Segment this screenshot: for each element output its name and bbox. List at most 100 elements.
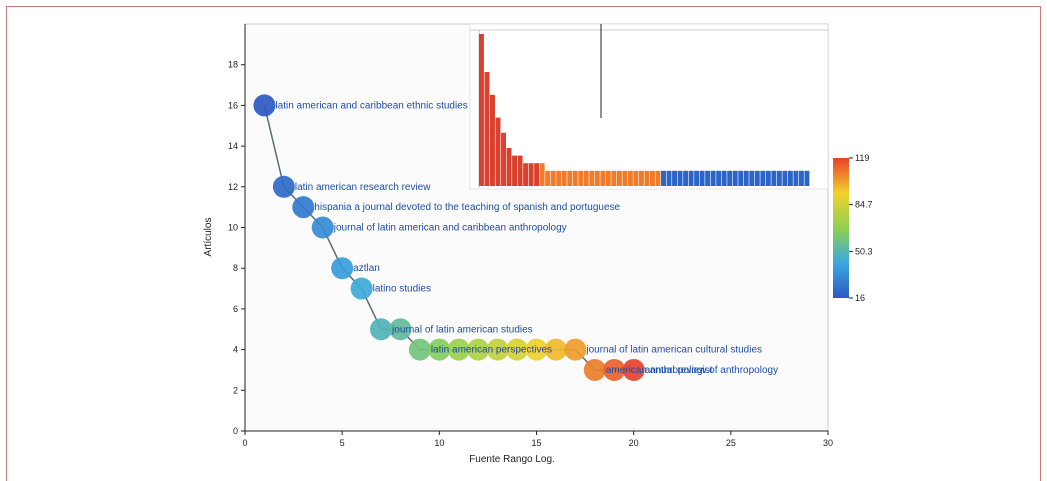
x-tick-label: 20 bbox=[629, 438, 639, 448]
inset-bar bbox=[501, 132, 506, 186]
data-point bbox=[564, 338, 587, 361]
x-tick-label: 15 bbox=[531, 438, 541, 448]
inset-bar bbox=[589, 170, 595, 186]
inset-bar bbox=[528, 163, 534, 186]
inset-bar bbox=[705, 170, 711, 186]
colorbar-label: 119 bbox=[855, 153, 869, 163]
inset-bar bbox=[627, 170, 633, 186]
inset-bar bbox=[594, 170, 600, 186]
colorbar-label: 84.7 bbox=[855, 200, 873, 210]
inset-bar bbox=[523, 163, 529, 186]
data-point bbox=[583, 358, 606, 381]
inset-bar bbox=[484, 72, 490, 186]
colorbar-label: 16 bbox=[855, 293, 865, 303]
point-label: aztlan bbox=[353, 263, 380, 274]
y-tick-label: 12 bbox=[228, 182, 238, 192]
inset-bar bbox=[622, 170, 628, 186]
y-tick-label: 10 bbox=[228, 223, 238, 233]
data-point bbox=[622, 358, 645, 381]
inset-bar bbox=[556, 170, 562, 186]
inset-bar bbox=[743, 170, 749, 186]
point-label: hispania a journal devoted to the teachi… bbox=[314, 202, 620, 213]
inset-bar bbox=[798, 170, 804, 186]
point-label: latino studies bbox=[373, 284, 431, 295]
data-point bbox=[447, 338, 470, 361]
point-label: journal of latin american cultural studi… bbox=[585, 345, 762, 356]
y-tick-label: 8 bbox=[233, 263, 238, 273]
data-point bbox=[486, 338, 509, 361]
inset-bar bbox=[550, 170, 556, 186]
inset-bar bbox=[732, 170, 738, 186]
inset-bar bbox=[688, 170, 694, 186]
inset-bar bbox=[727, 170, 733, 186]
inset-bar bbox=[754, 170, 760, 186]
inset-bar bbox=[661, 170, 666, 186]
inset-area bbox=[469, 23, 829, 190]
data-point bbox=[370, 318, 393, 341]
inset-bar bbox=[782, 170, 788, 186]
inset-bar bbox=[578, 170, 584, 186]
point-label: american anthropologist bbox=[606, 365, 713, 376]
data-point bbox=[311, 216, 334, 239]
inset-bar bbox=[479, 34, 484, 186]
inset-bar bbox=[749, 170, 755, 186]
point-label: annual review of anthropology bbox=[645, 365, 778, 376]
inset-bar bbox=[583, 170, 589, 186]
data-point bbox=[408, 338, 431, 361]
colorbar bbox=[833, 158, 849, 298]
inset-chart bbox=[469, 23, 829, 190]
inset-bar bbox=[611, 170, 617, 186]
data-point bbox=[603, 358, 626, 381]
inset-bar bbox=[672, 170, 677, 186]
inset-bar bbox=[776, 170, 782, 186]
inset-bar bbox=[650, 170, 655, 186]
point-label: journal of latin american studies bbox=[391, 324, 533, 335]
inset-bar bbox=[716, 170, 722, 186]
data-point bbox=[331, 257, 354, 280]
y-tick-label: 16 bbox=[228, 100, 238, 110]
inset-bar bbox=[539, 163, 545, 186]
data-point bbox=[253, 94, 276, 117]
data-point bbox=[467, 338, 490, 361]
data-point bbox=[272, 175, 295, 198]
inset-bar bbox=[694, 170, 700, 186]
inset-bar bbox=[490, 94, 495, 186]
data-point bbox=[292, 196, 315, 219]
inset-bar bbox=[517, 155, 523, 186]
inset-bar bbox=[721, 170, 727, 186]
point-label: latin american research review bbox=[295, 182, 431, 193]
inset-bar bbox=[605, 170, 611, 186]
x-axis-title: Fuente Rango Log. bbox=[469, 454, 555, 465]
y-tick-label: 18 bbox=[228, 60, 238, 70]
x-tick-label: 5 bbox=[340, 438, 345, 448]
inset-bar bbox=[787, 170, 793, 186]
inset-bar bbox=[600, 170, 606, 186]
x-tick-label: 25 bbox=[726, 438, 736, 448]
inset-bar bbox=[495, 117, 501, 186]
inset-bar bbox=[545, 170, 551, 186]
inset-bar bbox=[644, 170, 650, 186]
figure-frame bbox=[6, 6, 1041, 481]
y-tick-label: 2 bbox=[233, 385, 238, 395]
y-tick-label: 0 bbox=[233, 426, 238, 436]
inset-bar bbox=[699, 170, 705, 186]
inset-bar bbox=[633, 170, 639, 186]
y-tick-label: 14 bbox=[228, 141, 238, 151]
inset-bar bbox=[677, 170, 683, 186]
inset-bar bbox=[738, 170, 744, 186]
data-point bbox=[506, 338, 529, 361]
inset-bar bbox=[771, 170, 777, 186]
point-label: latin american perspectives bbox=[431, 345, 552, 356]
data-point bbox=[544, 338, 567, 361]
inset-bar bbox=[666, 170, 672, 186]
colorbar-label: 50.3 bbox=[855, 246, 873, 256]
x-tick-label: 10 bbox=[434, 438, 444, 448]
y-axis-title: Artículos bbox=[203, 218, 214, 257]
inset-bar bbox=[534, 163, 540, 186]
inset-bar bbox=[804, 170, 810, 186]
inset-bar bbox=[765, 170, 771, 186]
x-tick-label: 30 bbox=[823, 438, 833, 448]
data-point bbox=[525, 338, 548, 361]
inset-bar bbox=[561, 170, 567, 186]
